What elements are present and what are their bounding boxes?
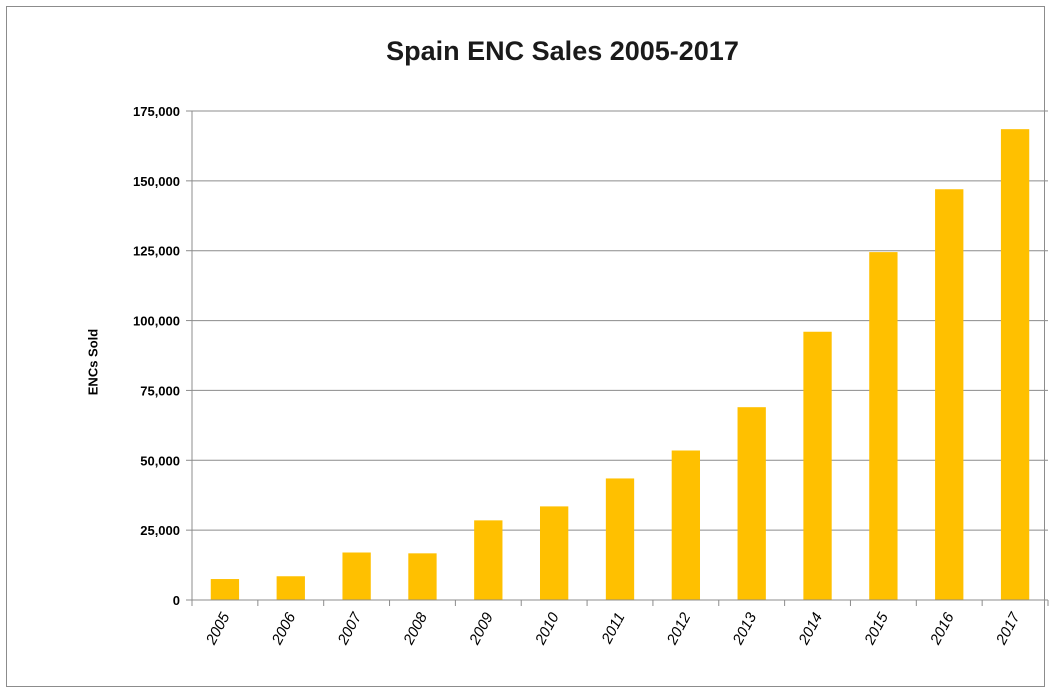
bar-2013	[737, 407, 766, 600]
x-tick-label: 2009	[466, 609, 497, 648]
y-tick-label: 125,000	[133, 244, 180, 259]
x-tick-label: 2014	[795, 610, 826, 648]
bars	[210, 129, 1030, 601]
bar-2005	[210, 579, 240, 600]
x-tick-label: 2007	[334, 609, 365, 648]
bar-2016	[935, 189, 964, 601]
y-tick-label: 0	[173, 593, 180, 608]
y-tick-labels: 0 25,000 50,000 75,000 100,000 125,000 150,000…	[133, 104, 180, 608]
x-tick-label: 2005	[202, 609, 233, 648]
bar-2011	[605, 478, 635, 600]
x-tick-label: 2013	[729, 609, 760, 648]
x-tick-label: 2006	[268, 609, 299, 648]
x-tick-label: 2008	[400, 609, 431, 648]
axes	[191, 111, 1049, 606]
x-tick-label: 2017	[992, 609, 1023, 648]
y-tick-label: 25,000	[140, 523, 180, 538]
y-tick-label: 75,000	[140, 383, 180, 398]
bar-2007	[342, 552, 371, 600]
bar-2009	[474, 520, 503, 600]
bar-2006	[276, 576, 305, 600]
x-tick-label: 2012	[663, 609, 694, 648]
bar-2017	[1000, 129, 1030, 601]
bar-2008	[408, 553, 437, 600]
x-tick-label: 2016	[927, 609, 958, 648]
y-tick-label: 150,000	[133, 174, 180, 189]
x-tick-label: 2010	[532, 609, 563, 648]
y-tick-label: 50,000	[140, 453, 180, 468]
y-tick-label: 100,000	[133, 314, 180, 329]
x-tick-label: 2011	[598, 610, 629, 647]
x-tick-labels: 2005 2006 2007 2008 2009 2010 2011 2012 2013 2014…	[202, 609, 1024, 648]
bar-2010	[539, 506, 569, 600]
bar-2014	[803, 331, 832, 600]
chart-title: Spain ENC Sales 2005-2017	[386, 36, 739, 66]
x-tick-label: 2015	[861, 609, 892, 648]
bar-2012	[671, 450, 701, 600]
bar-2015	[869, 252, 898, 600]
y-tick-label: 175,000	[133, 104, 180, 119]
